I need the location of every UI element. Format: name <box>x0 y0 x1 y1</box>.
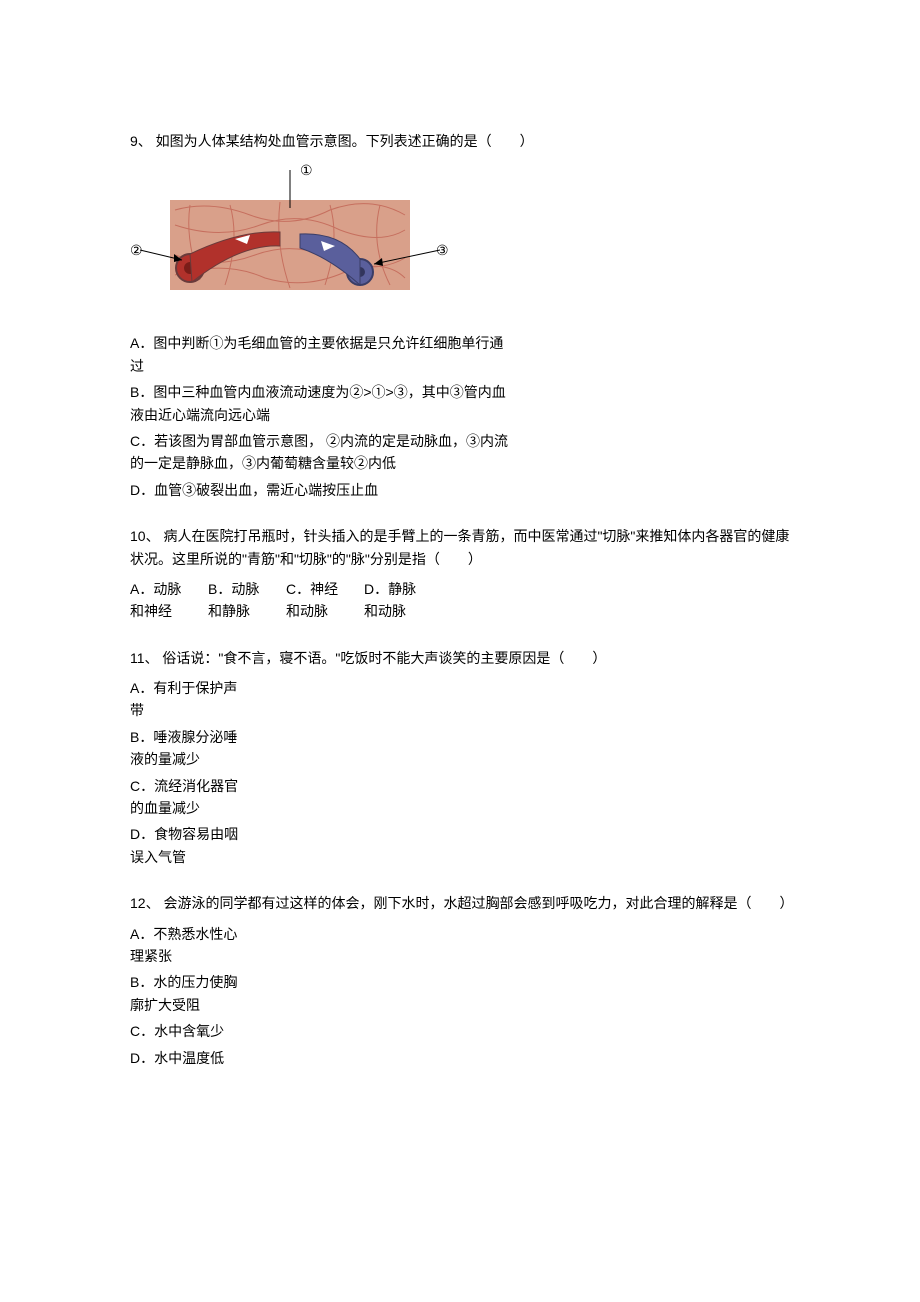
q10-opt-c-1: C．神经 <box>286 578 356 600</box>
question-12: 12、 会游泳的同学都有过这样的体会，刚下水时，水超过胸部会感到呼吸吃力，对此合… <box>130 892 790 1069</box>
q10-stem: 10、 病人在医院打吊瓶时，针头插入的是手臂上的一条青筋，而中医常通过"切脉"来… <box>130 525 790 570</box>
q11-option-b: B．唾液腺分泌唾液的量减少 <box>130 726 240 771</box>
label-2: ② <box>130 242 143 258</box>
q10-opt-d-1: D．静脉 <box>364 578 434 600</box>
q11-option-c: C．流经消化器官的血量减少 <box>130 775 240 820</box>
label-3: ③ <box>436 242 449 258</box>
q10-opt-b-2: 和静脉 <box>208 600 278 622</box>
q9-option-c: C．若该图为胃部血管示意图， ②内流的定是动脉血，③内流的一定是静脉血，③内葡萄… <box>130 430 510 475</box>
q10-opt-a-2: 和神经 <box>130 600 200 622</box>
q9-figure: ① ② ③ <box>130 160 790 320</box>
q10-options-row1: A．动脉 B．动脉 C．神经 D．静脉 <box>130 578 790 600</box>
question-11: 11、 俗话说："食不言，寝不语。"吃饭时不能大声谈笑的主要原因是（ ） A．有… <box>130 647 790 869</box>
q10-opt-d-2: 和动脉 <box>364 600 434 622</box>
q9-option-a: A．图中判断①为毛细血管的主要依据是只允许红细胞单行通过 <box>130 332 510 377</box>
q9-stem: 9、 如图为人体某结构处血管示意图。下列表述正确的是（ ） <box>130 130 790 152</box>
q12-option-b: B．水的压力使胸廓扩大受阻 <box>130 971 240 1016</box>
q10-opt-c-2: 和动脉 <box>286 600 356 622</box>
q10-opt-a-1: A．动脉 <box>130 578 200 600</box>
q12-option-a: A．不熟悉水性心理紧张 <box>130 923 240 968</box>
tissue-bg <box>170 200 410 290</box>
q11-option-a: A．有利于保护声带 <box>130 677 240 722</box>
q12-option-d: D．水中温度低 <box>130 1047 240 1069</box>
question-9: 9、 如图为人体某结构处血管示意图。下列表述正确的是（ ） <box>130 130 790 501</box>
q10-options-row2: 和神经 和静脉 和动脉 和动脉 <box>130 600 790 622</box>
q12-stem: 12、 会游泳的同学都有过这样的体会，刚下水时，水超过胸部会感到呼吸吃力，对此合… <box>130 892 790 914</box>
q11-stem: 11、 俗话说："食不言，寝不语。"吃饭时不能大声谈笑的主要原因是（ ） <box>130 647 790 669</box>
q9-option-b: B．图中三种血管内血液流动速度为②>①>③，其中③管内血液由近心端流向远心端 <box>130 381 510 426</box>
q12-option-c: C．水中含氧少 <box>130 1020 240 1042</box>
question-10: 10、 病人在医院打吊瓶时，针头插入的是手臂上的一条青筋，而中医常通过"切脉"来… <box>130 525 790 623</box>
label-1: ① <box>300 162 313 178</box>
q9-option-d: D．血管③破裂出血，需近心端按压止血 <box>130 479 510 501</box>
q10-opt-b-1: B．动脉 <box>208 578 278 600</box>
vessel-diagram-svg: ① ② ③ <box>130 160 450 320</box>
q11-option-d: D．食物容易由咽误入气管 <box>130 823 240 868</box>
